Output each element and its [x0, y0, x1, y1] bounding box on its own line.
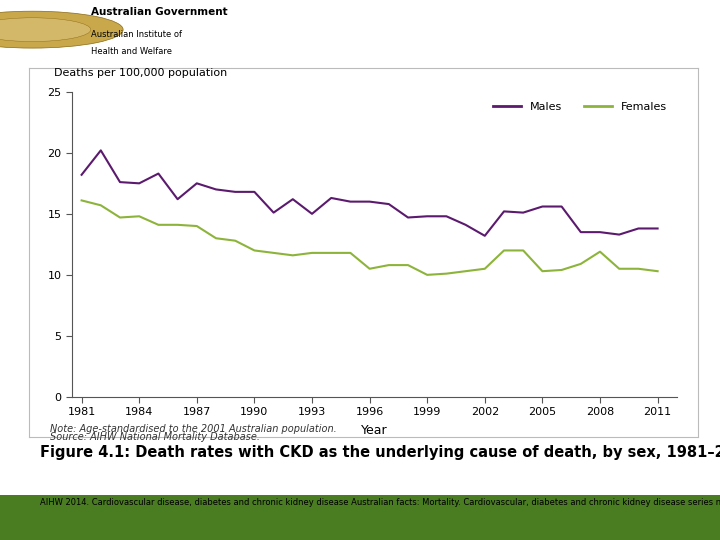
Males [212, 186, 220, 193]
Males [327, 195, 336, 201]
Males [577, 229, 585, 235]
Females [231, 238, 240, 244]
Males [154, 170, 163, 177]
Males [192, 180, 201, 186]
Males [462, 221, 470, 228]
Females [538, 268, 546, 274]
Text: AIHW 2014. Cardiovascular disease, diabetes and chronic kidney disease Australia: AIHW 2014. Cardiovascular disease, diabe… [40, 498, 720, 507]
Males [250, 188, 258, 195]
X-axis label: Year: Year [361, 424, 387, 437]
Text: Health and Welfare: Health and Welfare [91, 48, 172, 57]
Males [289, 196, 297, 202]
Males [346, 198, 355, 205]
Circle shape [0, 11, 123, 48]
Females [116, 214, 125, 221]
Males [595, 229, 604, 235]
Females [77, 197, 86, 204]
Females [384, 262, 393, 268]
Females [442, 271, 451, 277]
Text: Australian Government: Australian Government [91, 6, 228, 17]
Females [212, 235, 220, 241]
Males [384, 201, 393, 207]
Text: Note: Age-standardised to the 2001 Australian population.: Note: Age-standardised to the 2001 Austr… [50, 424, 337, 434]
Females [327, 249, 336, 256]
Females [96, 202, 105, 208]
Females [289, 252, 297, 259]
Males [365, 198, 374, 205]
Females [462, 268, 470, 274]
Line: Females: Females [81, 200, 657, 275]
Line: Males: Males [81, 150, 657, 236]
Females [346, 249, 355, 256]
Females [135, 213, 143, 220]
Females [307, 249, 316, 256]
Males [653, 225, 662, 232]
Males [231, 188, 240, 195]
Males [500, 208, 508, 214]
Females [192, 223, 201, 230]
Males [634, 225, 643, 232]
Females [500, 247, 508, 254]
Males [538, 203, 546, 210]
Males [269, 210, 278, 216]
Females [423, 272, 431, 278]
Females [269, 249, 278, 256]
Females [404, 262, 413, 268]
Males [116, 179, 125, 185]
Females [577, 261, 585, 267]
Females [595, 248, 604, 255]
Females [250, 247, 258, 254]
Females [519, 247, 528, 254]
Males [404, 214, 413, 221]
Text: Deaths per 100,000 population: Deaths per 100,000 population [54, 68, 228, 78]
Text: Source: AIHW National Mortality Database.: Source: AIHW National Mortality Database… [50, 432, 261, 442]
Females [154, 221, 163, 228]
Legend: Males, Females: Males, Females [488, 97, 671, 116]
Text: Australian Institute of: Australian Institute of [91, 30, 181, 39]
Females [480, 266, 489, 272]
Males [615, 231, 624, 238]
Males [77, 172, 86, 178]
Males [557, 203, 566, 210]
Males [135, 180, 143, 186]
Males [442, 213, 451, 220]
Females [557, 267, 566, 273]
Circle shape [0, 18, 91, 42]
Males [174, 196, 182, 202]
Males [480, 233, 489, 239]
Females [174, 221, 182, 228]
Males [96, 147, 105, 153]
Males [423, 213, 431, 220]
Females [653, 268, 662, 274]
Males [519, 210, 528, 216]
Females [634, 266, 643, 272]
Males [307, 211, 316, 217]
Females [615, 266, 624, 272]
Females [365, 266, 374, 272]
Text: Figure 4.1: Death rates with CKD as the underlying cause of death, by sex, 1981–: Figure 4.1: Death rates with CKD as the … [40, 446, 720, 461]
